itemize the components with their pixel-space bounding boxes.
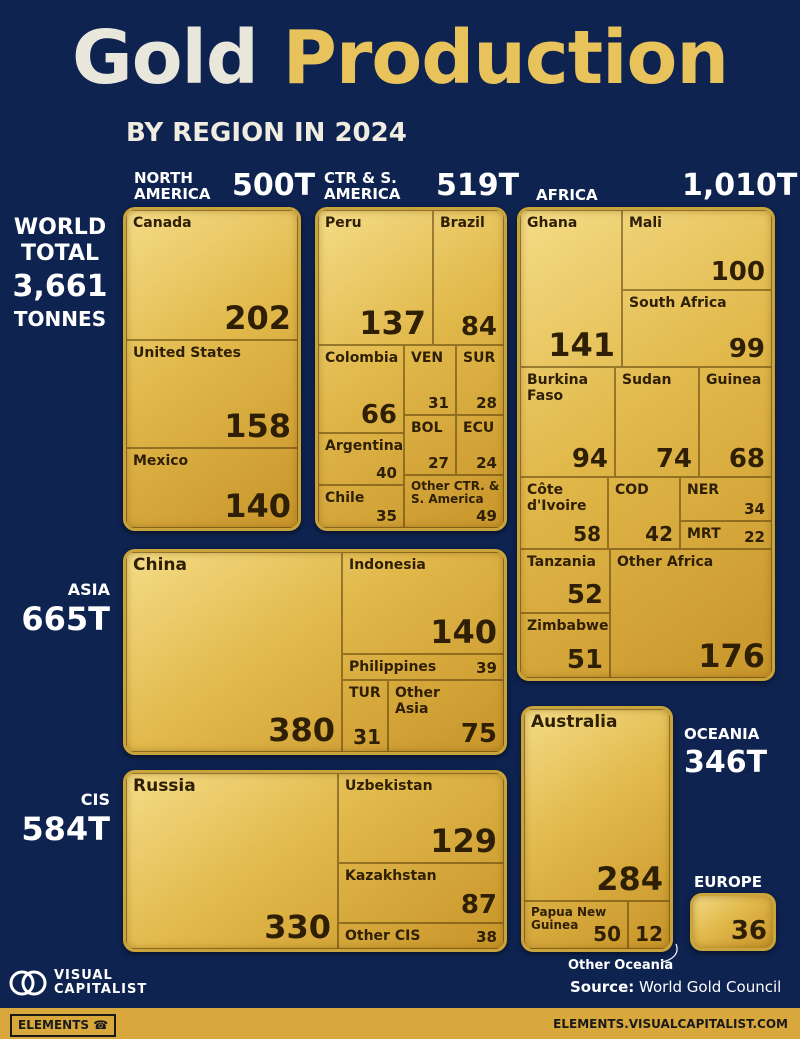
cell-cote-divoire: Côte d'Ivoire 58 xyxy=(520,477,608,549)
cell-sur: SUR 28 xyxy=(456,345,504,415)
cell-mali: Mali 100 xyxy=(622,210,772,290)
cell-canada: Canada 202 xyxy=(126,210,298,340)
cell-tanzania: Tanzania 52 xyxy=(520,549,610,613)
cell-zimbabwe: Zimbabwe 51 xyxy=(520,613,610,678)
chart-subtitle: BY REGION IN 2024 xyxy=(126,118,407,148)
cell-other-cis: Other CIS 38 xyxy=(338,923,504,949)
callout-line xyxy=(661,943,678,963)
bar-oceania: Australia 284 Papua New Guinea 50 12 xyxy=(521,706,673,952)
bar-africa: Ghana 141 Mali 100 South Africa 99 Burkina … xyxy=(517,207,775,681)
region-total-ctr-s-america: 519T xyxy=(436,168,520,203)
chart-title: Gold Production xyxy=(0,8,800,108)
cell-australia: Australia 284 xyxy=(524,709,670,901)
region-total-asia: 665T xyxy=(21,600,110,638)
source: Source: World Gold Council xyxy=(570,978,781,996)
title-part-1: Gold xyxy=(71,15,259,101)
cell-kazakhstan: Kazakhstan 87 xyxy=(338,863,504,923)
label-other-oceania: Other Oceania xyxy=(568,958,674,973)
region-name-oceania: OCEANIA xyxy=(684,725,760,743)
source-label: Source: xyxy=(570,978,635,996)
cell-ner: NER 34 xyxy=(680,477,772,521)
cell-ven: VEN 31 xyxy=(404,345,456,415)
cell-cod: COD 42 xyxy=(608,477,680,549)
cell-tur: TUR 31 xyxy=(342,680,388,752)
cell-brazil: Brazil 84 xyxy=(433,210,504,345)
world-label-1: WORLD xyxy=(13,215,107,240)
region-total-north-america: 500T xyxy=(232,168,316,203)
cell-other-africa: Other Africa 176 xyxy=(610,549,772,678)
vc-logo-icon xyxy=(9,970,47,996)
world-unit: TONNES xyxy=(13,307,107,331)
title-part-2: Production xyxy=(282,15,729,101)
region-name-africa: AFRICA xyxy=(536,186,598,204)
world-label-2: TOTAL xyxy=(20,241,100,266)
vc-text-1: VISUAL xyxy=(54,968,113,983)
region-total-cis: 584T xyxy=(21,810,110,848)
phone-icon: ☎ xyxy=(93,1018,109,1032)
cell-colombia: Colombia 66 xyxy=(318,345,404,433)
cell-other-ctr-s-america: Other CTR. & S. America 49 xyxy=(404,475,504,528)
cell-uzbekistan: Uzbekistan 129 xyxy=(338,773,504,863)
bar-asia: China 380 Indonesia 140 Philippines 39 TUR 3… xyxy=(123,549,507,755)
world-total: WORLD TOTAL 3,661 TONNES xyxy=(10,215,110,331)
cell-europe: 36 xyxy=(730,916,767,946)
cell-ghana: Ghana 141 xyxy=(520,210,622,367)
cell-bol: BOL 27 xyxy=(404,415,456,475)
cell-guinea: Guinea 68 xyxy=(699,367,772,477)
cell-mexico: Mexico 140 xyxy=(126,448,298,528)
vc-text-2: CAPITALIST xyxy=(54,982,148,997)
cell-south-africa: South Africa 99 xyxy=(622,290,772,367)
bar-ctr-s-america: Peru 137 Brazil 84 Colombia 66 VEN 31 SUR 28 … xyxy=(315,207,507,531)
cell-china: China 380 xyxy=(126,552,342,752)
cell-argentina: Argentina 40 xyxy=(318,433,404,485)
bar-europe: 36 xyxy=(690,893,776,951)
region-name-asia: ASIA xyxy=(67,580,110,599)
source-text: World Gold Council xyxy=(639,978,782,996)
cell-ecu: ECU 24 xyxy=(456,415,504,475)
elements-badge: ELEMENTS ☎ xyxy=(10,1014,117,1037)
cell-papua-new-guinea: Papua New Guinea 50 xyxy=(524,901,628,949)
region-total-oceania: 346T xyxy=(684,745,768,780)
cell-peru: Peru 137 xyxy=(318,210,433,345)
cell-philippines: Philippines 39 xyxy=(342,654,504,680)
world-value: 3,661 xyxy=(12,269,108,304)
cell-indonesia: Indonesia 140 xyxy=(342,552,504,654)
cell-sudan: Sudan 74 xyxy=(615,367,699,477)
cell-chile: Chile 35 xyxy=(318,485,404,528)
site-url: ELEMENTS.VISUALCAPITALIST.COM xyxy=(553,1017,788,1031)
cell-russia: Russia 330 xyxy=(126,773,338,949)
cell-united-states: United States 158 xyxy=(126,340,298,448)
cell-other-oceania: 12 xyxy=(628,901,670,949)
cell-other-asia: Other Asia 75 xyxy=(388,680,504,752)
bar-north-america: Canada 202 United States 158 Mexico 140 xyxy=(123,207,301,531)
region-total-africa: 1,010T xyxy=(682,168,798,203)
footer-bar xyxy=(0,1008,800,1039)
region-name-ctr-s-america: CTR & S. AMERICA xyxy=(324,169,401,203)
visual-capitalist-logo: VISUAL CAPITALIST xyxy=(8,968,147,998)
region-name-north-america: NORTH AMERICA xyxy=(134,169,211,203)
region-name-cis: CIS xyxy=(80,790,110,809)
region-name-europe: EUROPE xyxy=(694,873,762,891)
cell-burkina-faso: Burkina Faso 94 xyxy=(520,367,615,477)
cell-mrt: MRT 22 xyxy=(680,521,772,549)
bar-cis: Russia 330 Uzbekistan 129 Kazakhstan 87 Oth… xyxy=(123,770,507,952)
